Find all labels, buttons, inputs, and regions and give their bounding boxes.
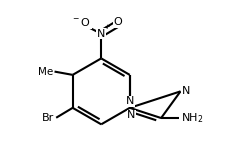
Text: O: O xyxy=(113,17,122,27)
Text: N: N xyxy=(126,96,134,106)
Text: Br: Br xyxy=(42,113,54,123)
Text: Me: Me xyxy=(38,67,53,77)
Text: N: N xyxy=(97,29,106,39)
Text: N: N xyxy=(182,86,190,96)
Text: NH$_2$: NH$_2$ xyxy=(181,111,204,125)
Text: $^-$O: $^-$O xyxy=(71,16,91,28)
Text: N: N xyxy=(127,110,136,120)
Text: $^+$: $^+$ xyxy=(103,24,111,34)
